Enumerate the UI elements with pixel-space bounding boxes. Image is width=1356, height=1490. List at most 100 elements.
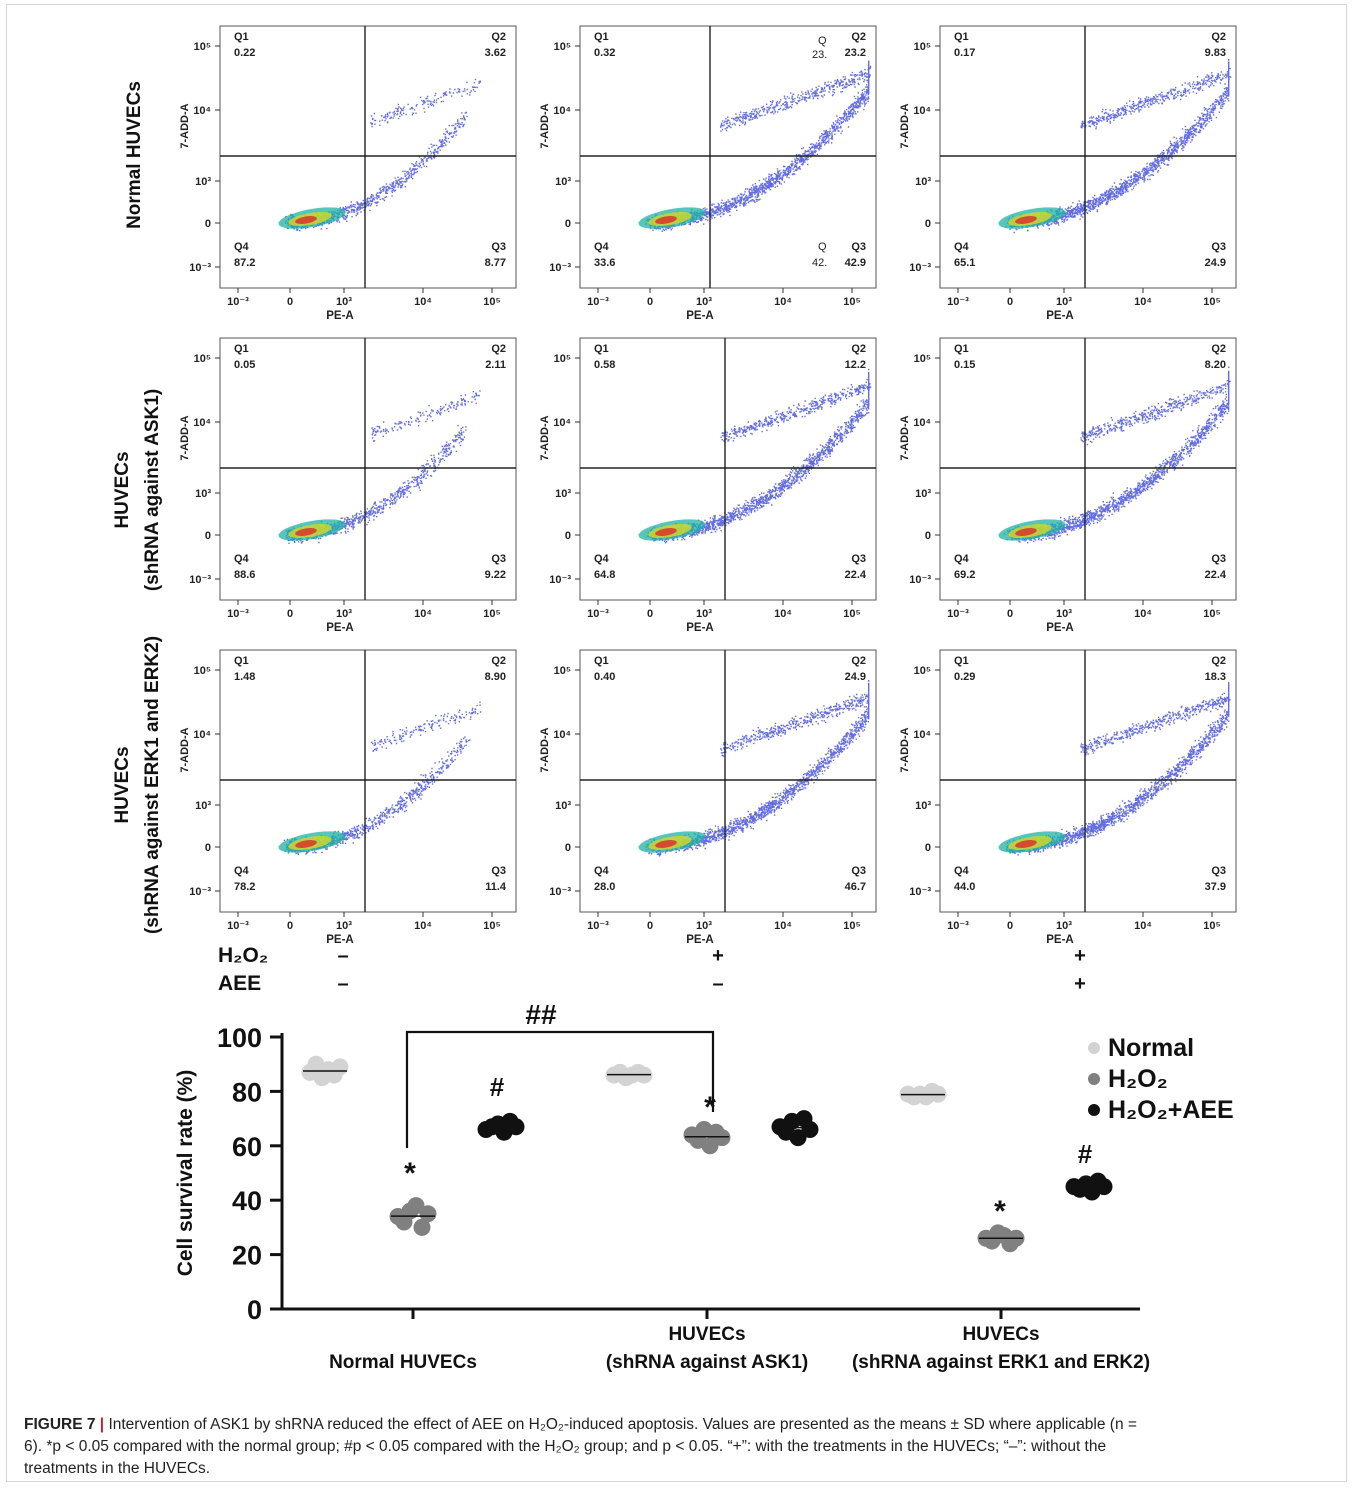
flow-panel: Q1 0.32 Q2 23.2 Q4 33.6 Q3 42.9 Q 23. Q 42. 10⁵ 10⁴ 10… bbox=[539, 25, 877, 322]
caption-line1: Intervention of ASK1 by shRNA reduced th… bbox=[108, 1416, 1137, 1433]
flow-y-tick-label: 10⁵ bbox=[194, 665, 211, 677]
quadrant-value: 9.83 bbox=[1205, 47, 1226, 59]
flow-x-axis-label: PE-A bbox=[1046, 934, 1073, 946]
data-point bbox=[701, 1137, 719, 1155]
flow-y-tick-label: 0 bbox=[565, 218, 571, 230]
flow-x-axis-label: PE-A bbox=[686, 622, 713, 634]
quadrant-label: Q2 bbox=[851, 31, 866, 43]
quadrant-label: Q1 bbox=[594, 31, 609, 43]
quadrant-value: 24.9 bbox=[845, 671, 866, 683]
data-point bbox=[413, 1218, 431, 1236]
quadrant-value: 23.2 bbox=[845, 47, 866, 59]
flow-x-tick-label: 10⁵ bbox=[1203, 608, 1220, 620]
chart-y-tick-label: 60 bbox=[232, 1132, 262, 1162]
quadrant-label: Q3 bbox=[491, 553, 506, 565]
flow-density-core bbox=[655, 528, 677, 536]
flow-y-axis-label: 7-ADD-A bbox=[539, 415, 551, 460]
flow-x-axis-label: PE-A bbox=[1046, 310, 1073, 322]
flow-x-tick-label: 10⁻³ bbox=[227, 920, 249, 932]
flow-x-axis-label: PE-A bbox=[326, 934, 353, 946]
flow-x-tick-label: 10⁴ bbox=[1134, 920, 1152, 932]
flow-x-tick-label: 10⁴ bbox=[774, 920, 792, 932]
flow-plot-frame bbox=[219, 25, 517, 289]
flow-x-tick-label: 10⁵ bbox=[483, 296, 500, 308]
significance-bracket bbox=[405, 1030, 715, 1148]
data-point bbox=[407, 1197, 425, 1215]
flow-x-tick-label: 0 bbox=[287, 608, 293, 620]
flow-plot-frame bbox=[579, 25, 877, 289]
flow-y-tick-label: 10⁻³ bbox=[909, 574, 931, 586]
quadrant-value: 8.20 bbox=[1205, 359, 1226, 371]
flow-y-tick-label: 10⁴ bbox=[913, 105, 931, 117]
flow-panel: Q1 0.15 Q2 8.20 Q4 69.2 Q3 22.4 10⁵ 10⁴ 10³ 0 10⁻³ 7-… bbox=[899, 337, 1237, 634]
caption-label: FIGURE 7 bbox=[24, 1416, 96, 1433]
flow-y-tick-label: 0 bbox=[925, 842, 931, 854]
row-label: (shRNA against ASK1) bbox=[142, 389, 163, 591]
quadrant-value: 22.4 bbox=[845, 569, 867, 581]
flow-y-tick-label: 10³ bbox=[555, 176, 571, 188]
quadrant-label: Q1 bbox=[954, 655, 969, 667]
chart-category-label: Normal HUVECs bbox=[329, 1352, 477, 1373]
flow-x-tick-label: 10⁻³ bbox=[227, 296, 249, 308]
quadrant-value: 28.0 bbox=[594, 881, 615, 893]
flow-x-tick-label: 10⁴ bbox=[1134, 296, 1152, 308]
flow-x-tick-label: 0 bbox=[1007, 296, 1013, 308]
data-point bbox=[801, 1120, 819, 1138]
quadrant-value: 18.3 bbox=[1205, 671, 1226, 683]
quadrant-value: 42.9 bbox=[845, 257, 866, 269]
flow-x-tick-label: 10⁵ bbox=[1203, 296, 1220, 308]
flow-y-tick-label: 10³ bbox=[195, 176, 211, 188]
flow-density-core bbox=[295, 528, 317, 536]
flow-y-tick-label: 10⁵ bbox=[554, 353, 571, 365]
quadrant-value: 8.77 bbox=[485, 257, 506, 269]
survival-chart: 0 20 40 60 80 100 Cell survival rate (%) Normal… bbox=[174, 999, 1234, 1373]
flow-x-tick-label: 10⁻³ bbox=[947, 296, 969, 308]
flow-plot-frame bbox=[939, 25, 1237, 289]
quadrant-label: Q3 bbox=[1211, 865, 1226, 877]
flow-y-tick-label: 0 bbox=[565, 842, 571, 854]
quadrant-label: Q2 bbox=[1211, 655, 1226, 667]
flow-x-axis-label: PE-A bbox=[686, 310, 713, 322]
row-label: HUVECs bbox=[112, 451, 133, 528]
legend-label: H₂O₂ bbox=[1108, 1065, 1168, 1093]
flow-y-tick-label: 10³ bbox=[195, 488, 211, 500]
flow-y-tick-label: 10⁵ bbox=[194, 353, 211, 365]
quadrant-value: 44.0 bbox=[954, 881, 975, 893]
flow-x-axis-label: PE-A bbox=[326, 310, 353, 322]
quadrant-label: Q1 bbox=[954, 31, 969, 43]
legend-marker bbox=[1088, 1042, 1100, 1054]
flow-density-core bbox=[655, 216, 677, 224]
data-point bbox=[789, 1129, 807, 1147]
row-label: HUVECs bbox=[112, 746, 133, 823]
flow-x-tick-label: 10⁻³ bbox=[587, 296, 609, 308]
flow-y-tick-label: 10⁴ bbox=[913, 729, 931, 741]
flow-y-tick-label: 10⁻³ bbox=[909, 262, 931, 274]
flow-x-tick-label: 10⁻³ bbox=[947, 608, 969, 620]
quadrant-label: Q1 bbox=[594, 655, 609, 667]
flow-x-tick-label: 10³ bbox=[696, 608, 712, 620]
quadrant-value: 0.58 bbox=[594, 359, 615, 371]
data-point bbox=[713, 1129, 731, 1147]
treatment-sign: – bbox=[712, 973, 723, 995]
treatment-sign: + bbox=[1074, 945, 1086, 967]
significance-hash: # bbox=[490, 1072, 505, 1102]
flow-x-tick-label: 10⁵ bbox=[483, 920, 500, 932]
quadrant-label: Q2 bbox=[1211, 343, 1226, 355]
quadrant-label: Q4 bbox=[954, 241, 970, 253]
legend-label: Normal bbox=[1108, 1034, 1194, 1062]
flow-density-core bbox=[1015, 528, 1037, 536]
flow-panel: Q1 0.17 Q2 9.83 Q4 65.1 Q3 24.9 10⁵ 10⁴ 10³ 0 10⁻³ 7-… bbox=[899, 25, 1237, 322]
quadrant-value: 0.40 bbox=[594, 671, 615, 683]
quadrant-value: 0.29 bbox=[954, 671, 975, 683]
flow-y-tick-label: 10⁻³ bbox=[549, 886, 571, 898]
flow-x-tick-label: 10³ bbox=[1056, 296, 1072, 308]
flow-x-tick-label: 10³ bbox=[336, 296, 352, 308]
quadrant-value: 0.05 bbox=[234, 359, 255, 371]
flow-plot-frame bbox=[939, 649, 1237, 913]
quadrant-label: Q4 bbox=[954, 865, 970, 877]
quadrant-value: 8.90 bbox=[485, 671, 506, 683]
chart-y-tick-label: 100 bbox=[217, 1023, 262, 1053]
flow-y-tick-label: 10⁴ bbox=[193, 417, 211, 429]
flow-x-tick-label: 10⁴ bbox=[414, 296, 432, 308]
flow-y-tick-label: 10⁻³ bbox=[189, 886, 211, 898]
